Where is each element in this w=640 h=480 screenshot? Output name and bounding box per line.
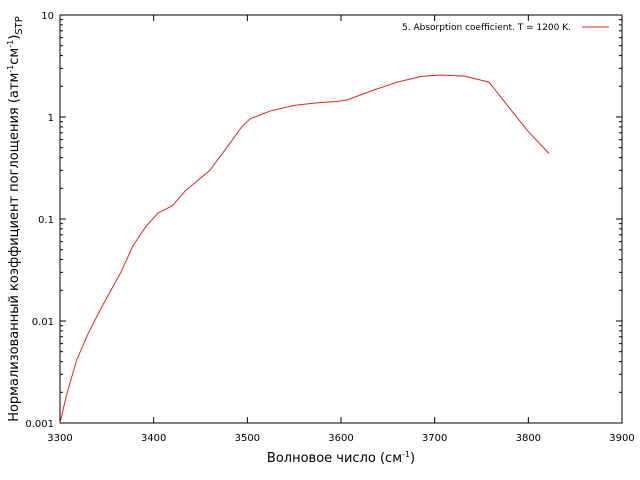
x-tick-label: 3500 (235, 433, 260, 444)
series-line (59, 74, 550, 424)
y-tick-label: 10 (41, 11, 54, 22)
x-tick-label: 3900 (609, 433, 634, 444)
legend: 5. Absorption coefficient. T = 1200 K. (402, 23, 609, 33)
y-tick-label: 0.01 (32, 317, 54, 328)
legend-label: 5. Absorption coefficient. T = 1200 K. (402, 23, 571, 33)
axis-ticks: 3300 3400 3500 3600 3700 3800 3900 0.001 0.01 0.1… (25, 11, 634, 444)
x-axis-label: Волновое число (см-1) (267, 450, 415, 466)
y-tick-label: 1 (48, 113, 54, 124)
y-tick-label: 0.1 (38, 215, 54, 226)
x-tick-label: 3700 (422, 433, 447, 444)
x-tick-label: 3300 (47, 433, 72, 444)
x-tick-label: 3400 (141, 433, 166, 444)
y-axis-label: Нормализованный коэффициент поглощения (… (6, 16, 25, 422)
x-tick-label: 3800 (516, 433, 541, 444)
series-layer (59, 74, 550, 424)
plot-frame (59, 14, 623, 424)
x-tick-label: 3600 (328, 433, 353, 444)
y-tick-label: 0.001 (25, 419, 54, 430)
